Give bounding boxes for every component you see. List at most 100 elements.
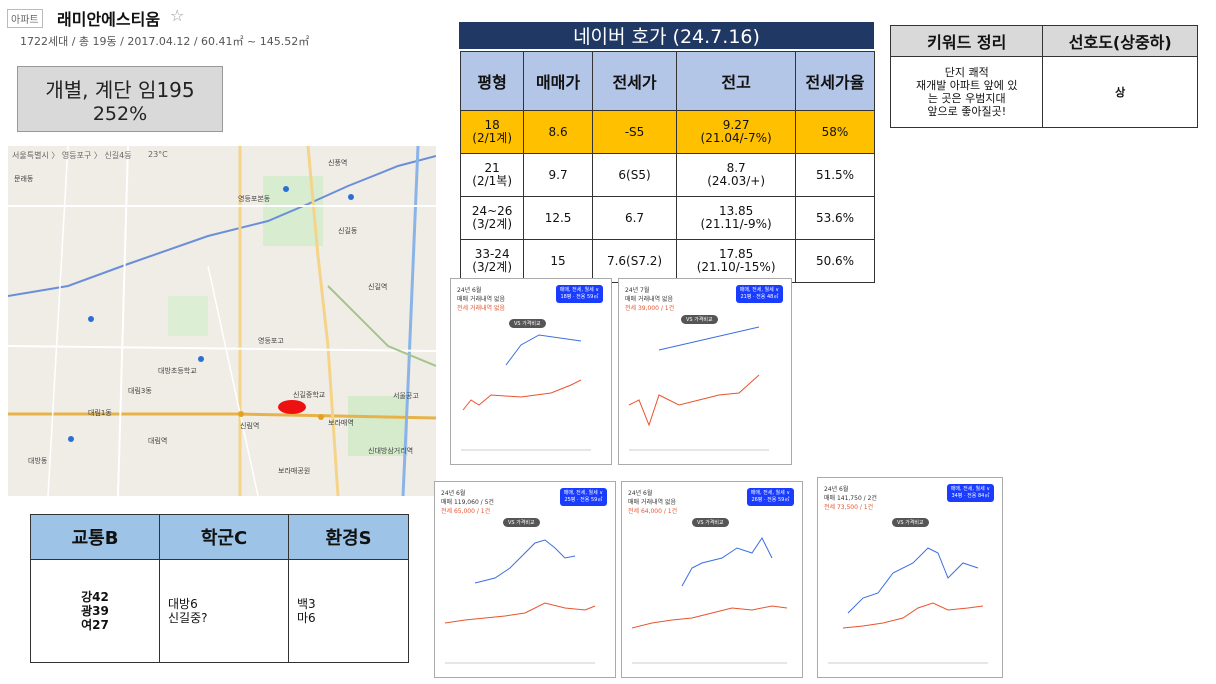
map-label: 신길중학교 (293, 391, 326, 399)
favorite-star-icon[interactable]: ☆ (170, 6, 185, 25)
table-cell: -S5 (591, 110, 678, 154)
chart-sale-summary: 매매 119,060 / 5건 (441, 499, 494, 506)
table-header-row: 교통B 학군C 환경S (30, 514, 409, 560)
floor-area-ratio: 252% (92, 102, 148, 125)
poi-icon[interactable] (88, 316, 94, 322)
weather-temp: 23°C (148, 150, 168, 159)
poi-icon[interactable] (348, 194, 354, 200)
price-chart-svg (444, 539, 596, 664)
map-label: 신림역 (240, 422, 260, 430)
price-chart-svg (631, 537, 788, 664)
column-header: 평형 (459, 51, 525, 111)
apartment-info: 1722세대 / 총 19동 / 2017.04.12 / 60.41㎡ ~ 1… (20, 35, 310, 48)
chart-rent-summary: 전세 거래내역 없음 (457, 305, 505, 312)
table-cell: 8.6 (523, 110, 593, 154)
table-cell: 24~26 (3/2계) (459, 196, 525, 240)
table-cell: 53.6% (795, 196, 875, 240)
filter-button[interactable]: 매매, 전세, 월세 ∨ 25평 · 전용 59㎡ (559, 488, 607, 506)
column-header: 전세가율 (795, 51, 875, 111)
map-label: 대림1동 (88, 409, 112, 417)
table-cell: 8.7 (24.03/+) (676, 153, 796, 197)
price-chart-card[interactable]: 24년 6월 매매 거래내역 없음 전세 거래내역 없음 매매, 전세, 월세 … (450, 278, 612, 465)
table-header-row: 평형 매매가 전세가 전고 전세가율 (459, 51, 875, 111)
column-header: 전고 (676, 51, 796, 111)
table-row: 33-24 (3/2계) 15 7.6(S7.2) 17.85 (21.10/-… (459, 239, 875, 283)
table-cell: 12.5 (523, 196, 593, 240)
column-header: 학군C (159, 514, 289, 560)
table-row: 단지 쾌적 재개발 아파트 앞에 있 는 곳은 우범지대 앞으로 좋아질곳! 상 (889, 56, 1198, 128)
filter-button[interactable]: 매매, 전세, 월세 ∨ 26평 · 전용 59㎡ (746, 488, 794, 506)
column-header: 선호도(상중하) (1042, 25, 1198, 57)
table-row: 강42 광39 여27 대방6 신길중? 백3 마6 (30, 559, 409, 663)
price-chart-svg (461, 334, 591, 451)
map-label: 신길동 (338, 227, 358, 235)
floor-area-ratio-box: 개별, 계단 임195 252% (17, 66, 223, 132)
price-chart-card[interactable]: 24년 6월 매매 거래내역 없음 전세 64,000 / 1건 매매, 전세,… (621, 481, 803, 678)
map-label: 대림3동 (128, 387, 152, 395)
filter-button[interactable]: 매매, 전세, 월세 ∨ 34평 · 전용 84㎡ (946, 484, 994, 502)
chart-sale-summary: 매매 거래내역 없음 (628, 499, 676, 506)
target-marker (278, 400, 306, 414)
chart-month: 24년 6월 (457, 287, 482, 294)
table-cell: 13.85 (21.11/-9%) (676, 196, 796, 240)
table-cell: 15 (523, 239, 593, 283)
price-chart-card[interactable]: 24년 6월 매매 119,060 / 5건 전세 65,000 / 1건 매매… (434, 481, 616, 678)
chart-rent-summary: 전세 73,500 / 1건 (824, 504, 874, 511)
map-roads (8, 146, 436, 496)
column-header: 키워드 정리 (889, 25, 1044, 57)
table-cell: 강42 광39 여27 (30, 559, 160, 663)
subway-icon[interactable] (238, 411, 244, 417)
table-cell: 21 (2/1복) (459, 153, 525, 197)
map-breadcrumb: 서울특별시 〉 영등포구 〉 신길4동 (12, 151, 132, 160)
map-label: 신길역 (368, 283, 388, 291)
location-map[interactable]: 서울특별시 〉 영등포구 〉 신길4동 23°C 문래동 영등포본동 신길동 대… (8, 146, 436, 496)
compare-button[interactable]: VS 가격비교 (503, 518, 540, 527)
poi-icon[interactable] (198, 356, 204, 362)
poi-icon[interactable] (283, 186, 289, 192)
map-label: 문래동 (14, 175, 34, 183)
table-cell: 50.6% (795, 239, 875, 283)
preference-rating: 상 (1042, 56, 1198, 128)
chart-month: 24년 6월 (824, 486, 849, 493)
filter-button[interactable]: 매매, 전세, 월세 ∨ 21평 · 전용 48㎡ (735, 285, 783, 303)
column-header: 전세가 (591, 51, 678, 111)
table-cell: 17.85 (21.10/-15%) (676, 239, 796, 283)
chart-rent-summary: 전세 39,000 / 1건 (625, 305, 675, 312)
map-label: 대림역 (148, 437, 168, 445)
compare-button[interactable]: VS 가격비교 (509, 319, 546, 328)
table-row: 24~26 (3/2계) 12.5 6.7 13.85 (21.11/-9%) … (459, 196, 875, 240)
map-label: 대방동 (28, 457, 48, 465)
table-cell: 51.5% (795, 153, 875, 197)
compare-button[interactable]: VS 가격비교 (681, 315, 718, 324)
naver-price-title: 네이버 호가 (24.7.16) (459, 22, 874, 49)
map-label: 대방초등학교 (158, 367, 197, 375)
chart-rent-summary: 전세 64,000 / 1건 (628, 508, 678, 515)
map-label: 영등포본동 (238, 195, 271, 203)
table-cell: 백3 마6 (288, 559, 409, 663)
map-label: 신풍역 (328, 159, 348, 167)
subway-icon[interactable] (318, 414, 324, 420)
keyword-text: 단지 쾌적 재개발 아파트 앞에 있 는 곳은 우범지대 앞으로 좋아질곳! (889, 56, 1044, 128)
chart-sale-summary: 매매 거래내역 없음 (625, 296, 673, 303)
column-header: 교통B (30, 514, 160, 560)
filter-button[interactable]: 매매, 전세, 월세 ∨ 18평 · 전용 59㎡ (555, 285, 603, 303)
column-header: 매매가 (523, 51, 593, 111)
poi-icon[interactable] (68, 436, 74, 442)
chart-sale-summary: 매매 141,750 / 2건 (824, 495, 877, 502)
price-chart-svg (828, 547, 988, 664)
map-label: 서울공고 (393, 392, 419, 400)
price-chart-card[interactable]: 24년 7월 매매 거래내역 없음 전세 39,000 / 1건 매매, 전세,… (618, 278, 792, 465)
column-header: 환경S (288, 514, 409, 560)
table-header-row: 키워드 정리 선호도(상중하) (889, 25, 1198, 57)
price-chart-svg (628, 326, 769, 451)
apartment-tag: 아파트 (7, 9, 43, 28)
table-cell: 9.7 (523, 153, 593, 197)
apartment-name: 래미안에스티움 (57, 10, 161, 29)
compare-button[interactable]: VS 가격비교 (692, 518, 729, 527)
price-chart-card[interactable]: 24년 6월 매매 141,750 / 2건 전세 73,500 / 1건 매매… (817, 477, 1003, 678)
heating-stair-info: 개별, 계단 임195 (45, 77, 195, 102)
compare-button[interactable]: VS 가격비교 (892, 518, 929, 527)
table-row: 21 (2/1복) 9.7 6(S5) 8.7 (24.03/+) 51.5% (459, 153, 875, 197)
table-cell: 6.7 (591, 196, 678, 240)
table-cell: 6(S5) (591, 153, 678, 197)
